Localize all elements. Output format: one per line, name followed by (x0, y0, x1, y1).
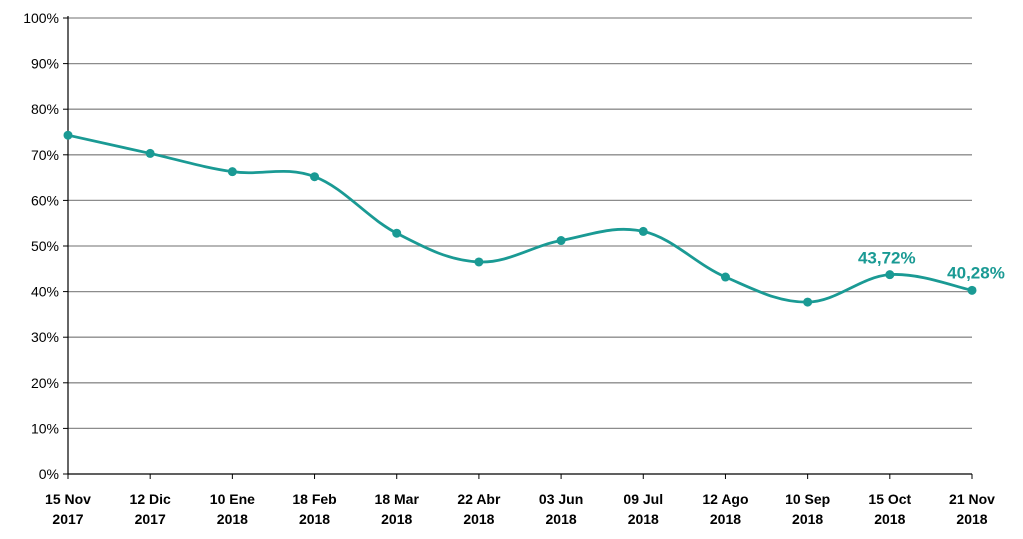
x-tick-label-line: 15 Nov (45, 491, 91, 507)
x-tick-label-line: 2017 (135, 511, 166, 527)
x-tick-label: 09 Jul 2018 (623, 491, 663, 527)
x-tick-label: 22 Abr 2018 (457, 491, 501, 527)
axes (67, 16, 972, 475)
y-tick-label: 70% (31, 147, 59, 163)
x-tick-label-line: 15 Oct (868, 491, 911, 507)
x-tick-label: 15 Nov 2017 (45, 491, 91, 527)
y-tick-label: 0% (39, 466, 59, 482)
x-tick-label: 21 Nov 2018 (949, 491, 995, 527)
x-tick-label: 15 Oct 2018 (868, 491, 911, 527)
x-tick-label-line: 2018 (874, 511, 905, 527)
x-tick-label-line: 2018 (381, 511, 412, 527)
x-tick-label-line: 09 Jul (623, 491, 663, 507)
x-tick-label-line: 2018 (299, 511, 330, 527)
y-axis-ticks: 0% 10% 20% 30% 40% 50% 60% 70% 80% 90% 100% (23, 10, 68, 482)
y-tick-label: 90% (31, 56, 59, 72)
data-point (885, 270, 895, 280)
x-tick-label-line: 2018 (628, 511, 659, 527)
y-tick-label: 10% (31, 420, 59, 436)
data-point (474, 257, 484, 267)
x-tick-label: 12 Dic 2017 (130, 491, 171, 527)
y-tick-label: 80% (31, 101, 59, 117)
x-tick-label-line: 2018 (710, 511, 741, 527)
x-tick-label-line: 22 Abr (457, 491, 501, 507)
series-group (63, 130, 977, 307)
data-label: 40,28% (947, 263, 1005, 282)
x-tick-label: 12 Ago 2018 (702, 491, 748, 527)
data-point (63, 130, 73, 140)
data-point (227, 167, 237, 177)
y-tick-label: 100% (23, 10, 59, 26)
data-point (967, 285, 977, 295)
x-tick-label-line: 21 Nov (949, 491, 995, 507)
x-tick-label-line: 18 Mar (375, 491, 420, 507)
x-tick-label-line: 18 Feb (292, 491, 336, 507)
x-tick-label-line: 12 Dic (130, 491, 171, 507)
x-tick-label: 03 Jun 2018 (539, 491, 583, 527)
x-tick-label: 18 Feb 2018 (292, 491, 336, 527)
x-tick-label-line: 10 Sep (785, 491, 830, 507)
data-label: 43,72% (858, 249, 916, 268)
series-line (66, 133, 974, 304)
x-tick-label-line: 2017 (52, 511, 83, 527)
y-tick-label: 20% (31, 375, 59, 391)
y-tick-label: 40% (31, 284, 59, 300)
x-tick-label: 10 Ene 2018 (210, 491, 255, 527)
x-tick-label: 10 Sep 2018 (785, 491, 830, 527)
data-point (803, 297, 813, 307)
y-tick-label: 50% (31, 238, 59, 254)
y-tick-label: 60% (31, 192, 59, 208)
x-tick-label-line: 12 Ago (702, 491, 748, 507)
data-labels: 43,72% 40,28% (858, 249, 1005, 283)
gridlines (68, 17, 972, 430)
data-point (720, 272, 730, 282)
x-tick-label-line: 2018 (792, 511, 823, 527)
x-tick-label-line: 03 Jun (539, 491, 583, 507)
x-axis-ticks: 15 Nov 2017 12 Dic 2017 10 Ene 2018 18 Feb 2018… (45, 474, 995, 527)
data-point (556, 236, 566, 246)
x-tick-label-line: 10 Ene (210, 491, 255, 507)
data-point (638, 226, 648, 236)
x-tick-label-line: 2018 (463, 511, 494, 527)
x-tick-label-line: 2018 (956, 511, 987, 527)
y-tick-label: 30% (31, 329, 59, 345)
data-point (310, 172, 320, 182)
x-tick-label: 18 Mar 2018 (375, 491, 420, 527)
x-tick-label-line: 2018 (217, 511, 248, 527)
data-point (145, 148, 155, 158)
x-tick-label-line: 2018 (546, 511, 577, 527)
data-point (392, 228, 402, 238)
